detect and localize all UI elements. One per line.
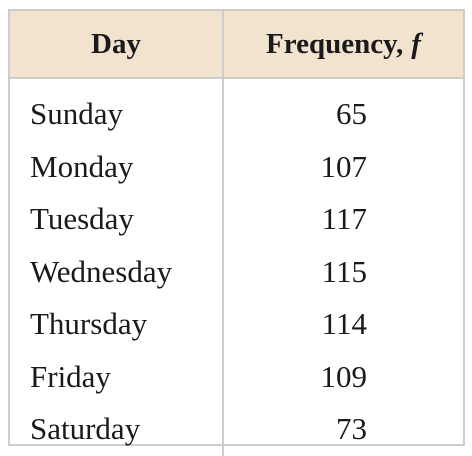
- frequency-cell-tuesday: 117: [321, 201, 367, 237]
- header-day: Day: [10, 11, 224, 79]
- day-column: Sunday Monday Tuesday Wednesday Thursday…: [10, 79, 224, 456]
- header-frequency-label: Frequency,: [266, 27, 404, 60]
- day-cell-friday: Friday: [30, 358, 111, 394]
- day-cell-monday: Monday: [30, 148, 134, 184]
- header-day-label: Day: [91, 27, 141, 60]
- day-cell-wednesday: Wednesday: [30, 253, 173, 289]
- header-frequency-symbol: f: [411, 27, 421, 60]
- header-frequency: Frequency, f: [224, 11, 463, 79]
- day-cell-tuesday: Tuesday: [30, 201, 134, 237]
- frequency-cell-monday: 107: [320, 148, 368, 184]
- frequency-cell-sunday: 65: [336, 96, 367, 132]
- frequency-table: Day Frequency, f Sunday Monday Tuesday W…: [8, 9, 465, 456]
- frequency-cell-thursday: 114: [321, 306, 367, 342]
- day-cell-sunday: Sunday: [30, 96, 123, 132]
- day-cell-thursday: Thursday: [30, 306, 148, 342]
- day-cell-saturday: Saturday: [30, 411, 141, 447]
- frequency-column: 65 107 117 115 114 109 73: [224, 79, 463, 456]
- frequency-cell-wednesday: 115: [321, 253, 367, 289]
- frequency-cell-saturday: 73: [336, 411, 367, 447]
- frequency-cell-friday: 109: [320, 358, 368, 394]
